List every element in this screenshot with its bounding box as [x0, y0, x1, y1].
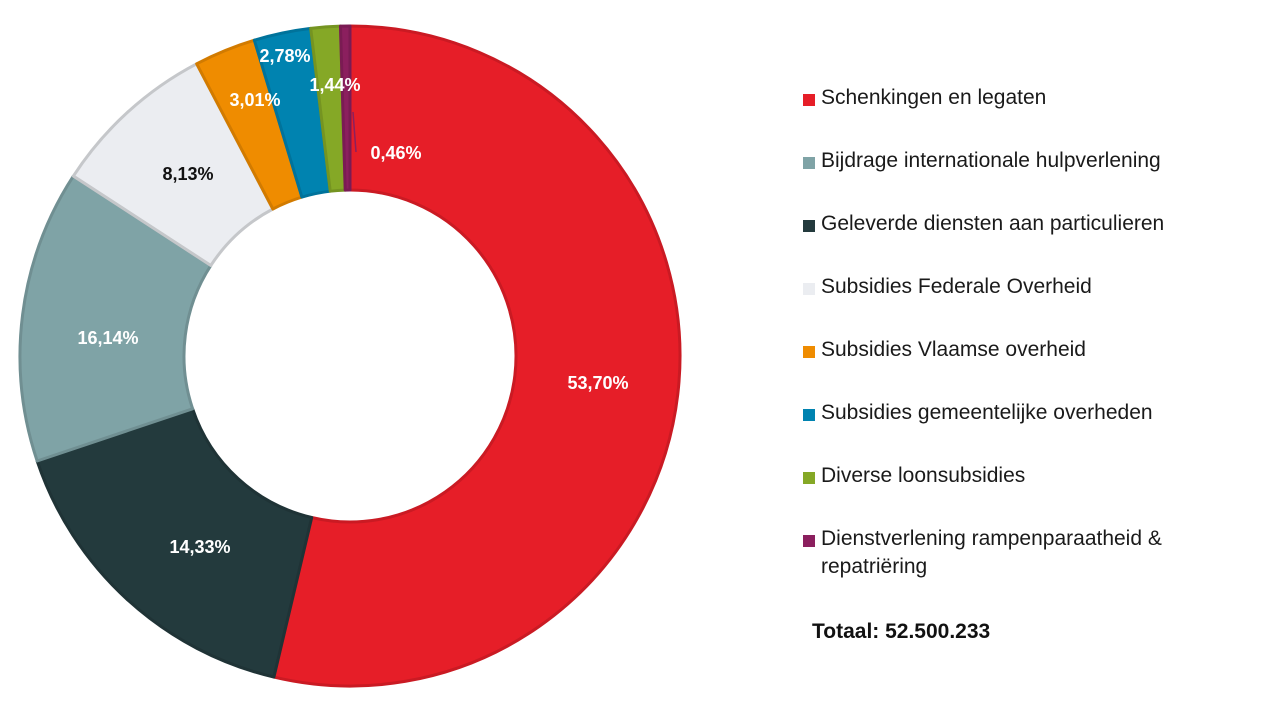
legend-item: Geleverde diensten aan particulieren — [803, 210, 1243, 273]
legend-label: Subsidies Federale Overheid — [821, 275, 1092, 298]
chart-legend: Schenkingen en legaten Bijdrage internati… — [803, 84, 1243, 588]
legend-label: Bijdrage internationale hulpverlening — [821, 149, 1161, 172]
legend-item: Subsidies gemeentelijke overheden — [803, 399, 1243, 462]
slice-1 — [18, 174, 213, 463]
legend-label: Schenkingen en legaten — [821, 86, 1047, 109]
slice-value-label-1: 14,33% — [169, 537, 230, 557]
slice-labels: 53,70% 14,33% 16,14% 8,13% 3,01% 2,78% 1,44% 0,… — [77, 46, 628, 557]
slice-value-label-6: 1,44% — [309, 75, 360, 95]
slice-0 — [272, 24, 682, 688]
slice-value-label-3: 8,13% — [162, 164, 213, 184]
legend-item: Subsidies Federale Overheid — [803, 273, 1243, 336]
legend-swatch — [803, 409, 815, 421]
slice-value-label-5: 2,78% — [259, 46, 310, 66]
slice-value-label-7: 0,46% — [370, 143, 421, 163]
leader-line — [352, 111, 357, 153]
legend-item: Bijdrage internationale hulpverlening — [803, 147, 1243, 210]
slice-value-label-2: 16,14% — [77, 328, 138, 348]
legend-item: Schenkingen en legaten — [803, 84, 1243, 147]
slice-value-label-0: 53,70% — [567, 373, 628, 393]
legend-swatch — [803, 94, 815, 106]
legend-item: Diverse loonsubsidies — [803, 462, 1243, 525]
slice-7 — [338, 24, 352, 192]
legend-label: Diverse loonsubsidies — [821, 464, 1026, 487]
slice-2 — [35, 407, 314, 679]
legend-swatch — [803, 283, 815, 295]
legend-label: Subsidies Vlaamse overheid — [821, 338, 1086, 361]
legend-swatch — [803, 535, 815, 547]
slice-value-label-4: 3,01% — [229, 90, 280, 110]
legend-swatch — [803, 346, 815, 358]
legend-label: Subsidies gemeentelijke overheden — [821, 401, 1153, 424]
legend-swatch — [803, 220, 815, 232]
legend-label: Geleverde diensten aan particulieren — [821, 212, 1165, 235]
legend-swatch — [803, 472, 815, 484]
legend-label: Dienstverlening rampenparaatheid & repat… — [821, 527, 1162, 578]
donut-slices — [18, 24, 682, 688]
legend-item: Subsidies Vlaamse overheid — [803, 336, 1243, 399]
total-label: Totaal: 52.500.233 — [812, 620, 991, 643]
legend-item: Dienstverlening rampenparaatheid & repat… — [803, 525, 1243, 588]
legend-swatch — [803, 157, 815, 169]
